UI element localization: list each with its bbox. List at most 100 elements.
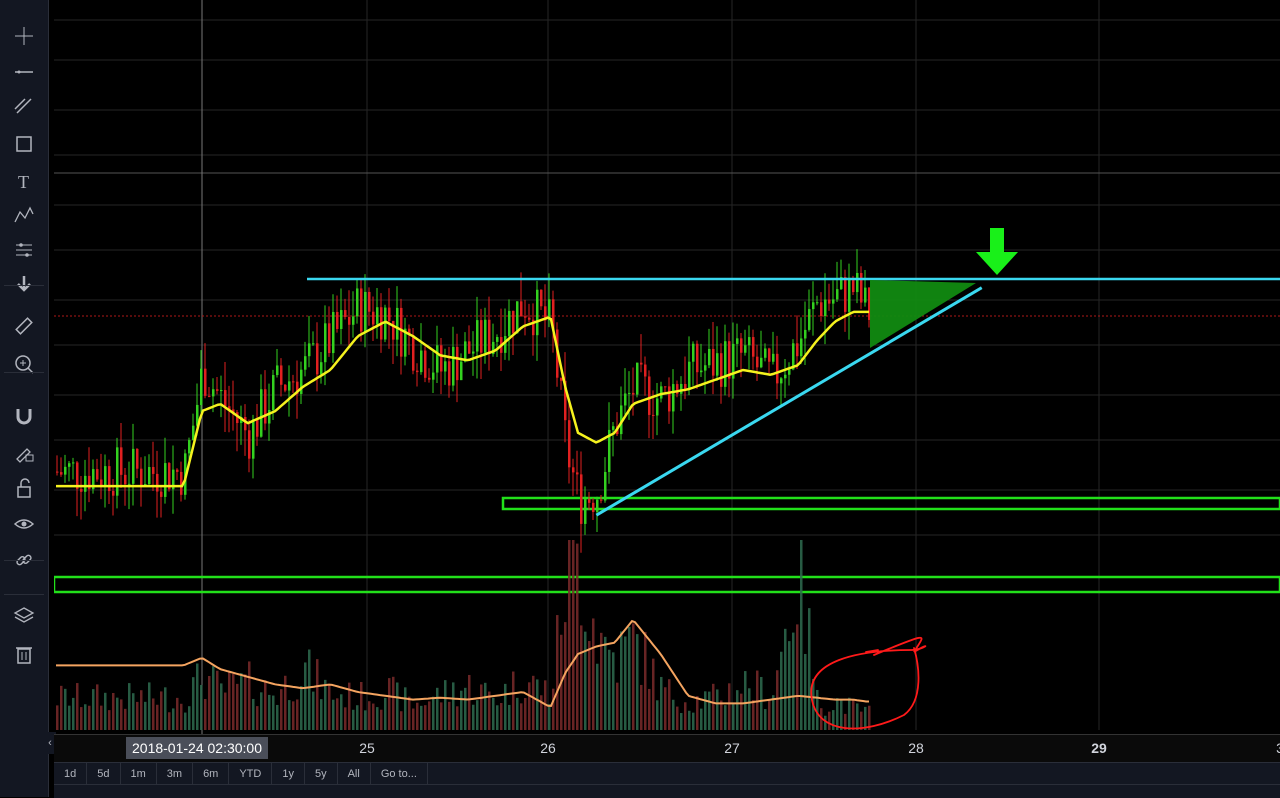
ruler-icon[interactable] [10,312,38,340]
volume-bar [260,692,263,730]
candle-body [532,319,535,336]
range-button[interactable]: 5y [305,763,338,785]
range-button[interactable]: YTD [229,763,273,785]
volume-bar [324,679,327,730]
volume-bar [504,683,507,730]
range-button[interactable]: 3m [157,763,194,785]
moving-average-line [56,310,869,488]
volume-bar [860,711,863,730]
volume-bar [360,681,363,730]
candle-body [464,341,467,362]
range-button[interactable]: 5d [87,763,121,785]
ascending-trendline [595,286,983,517]
volume-bar [396,682,399,730]
link-icon[interactable] [10,546,38,574]
candle-body [452,346,455,386]
candle-body [836,289,839,300]
candle-body [792,343,795,370]
candle-body [128,483,131,485]
candle-body [832,299,835,304]
volume-bar [640,684,643,730]
candle-body [124,474,127,485]
candle-body [476,320,479,352]
candle-body [692,343,695,362]
price-chart[interactable] [54,0,1280,734]
volume-bar [540,695,543,730]
candle-body [804,329,807,339]
candle-body [508,310,511,337]
volume-bar [60,685,63,730]
fib-tool-icon[interactable] [10,92,38,120]
candle-body [400,307,403,357]
candle-body [56,471,59,473]
range-button[interactable]: 1d [54,763,88,785]
volume-bar [404,687,407,730]
candle-body [524,316,527,318]
volume-bar [308,649,311,730]
pattern-icon[interactable] [10,201,38,229]
candle-body [724,341,727,387]
volume-bar [712,683,715,730]
volume-bar [336,698,339,730]
candle-body [536,289,539,336]
candle-body [76,462,79,489]
magnet-icon[interactable] [10,402,38,430]
range-button[interactable]: Go to... [371,763,428,785]
volume-bar [320,699,323,730]
volume-bar [656,700,659,730]
candle-body [544,306,547,321]
candle-body [84,475,87,492]
volume-bar [824,715,827,730]
candle-body [72,462,75,464]
range-button[interactable]: 1y [272,763,305,785]
trend-line-icon[interactable] [10,58,38,86]
time-axis[interactable]: 2018-01-24 02:30:00 25 26 27 28 29 3 [54,734,1280,763]
prediction-icon[interactable] [10,236,38,264]
collapse-toolbar-button[interactable]: ‹ [44,732,56,754]
volume-bar [416,702,419,730]
volume-bar [496,705,499,730]
range-selector: 1d 5d 1m 3m 6m YTD 1y 5y All Go to... [54,762,1280,785]
volume-bar [576,543,579,730]
volume-bar [556,615,559,730]
candle-body [828,299,831,304]
volume-bar [332,699,335,730]
breakout-arrow-marker [976,228,1018,275]
volume-bar [84,704,87,730]
rectangle-icon[interactable] [10,130,38,158]
range-button[interactable]: All [338,763,371,785]
candle-body [324,323,327,363]
unlock-icon[interactable] [10,474,38,502]
candle-body [864,287,867,303]
candle-body [716,353,719,376]
candle-body [432,372,435,380]
candle-body [656,398,659,416]
candle-body [80,488,83,492]
range-button[interactable]: 1m [121,763,157,785]
range-button[interactable]: 6m [193,763,230,785]
trash-icon[interactable] [10,640,38,668]
volume-bar [472,704,475,730]
candle-body [292,381,295,383]
volume-bar [108,710,111,730]
candle-body [460,361,463,381]
candle-body [428,377,431,380]
eye-icon[interactable] [10,510,38,538]
volume-bar [692,712,695,730]
volume-bar [296,699,299,730]
candle-body [572,467,575,473]
candle-body [328,323,331,354]
candle-body [388,307,391,321]
arrow-down-icon[interactable] [10,270,38,298]
candle-body [376,307,379,325]
zoom-in-icon[interactable] [10,350,38,378]
layers-icon[interactable] [10,602,38,630]
lock-drawing-icon[interactable] [10,438,38,466]
volume-bar [756,670,759,730]
candle-body [796,343,799,357]
volume-bar [688,710,691,730]
candle-body [632,392,635,395]
crosshair-icon[interactable] [10,22,38,50]
candle-body [252,419,255,459]
text-icon[interactable]: T [10,167,38,195]
